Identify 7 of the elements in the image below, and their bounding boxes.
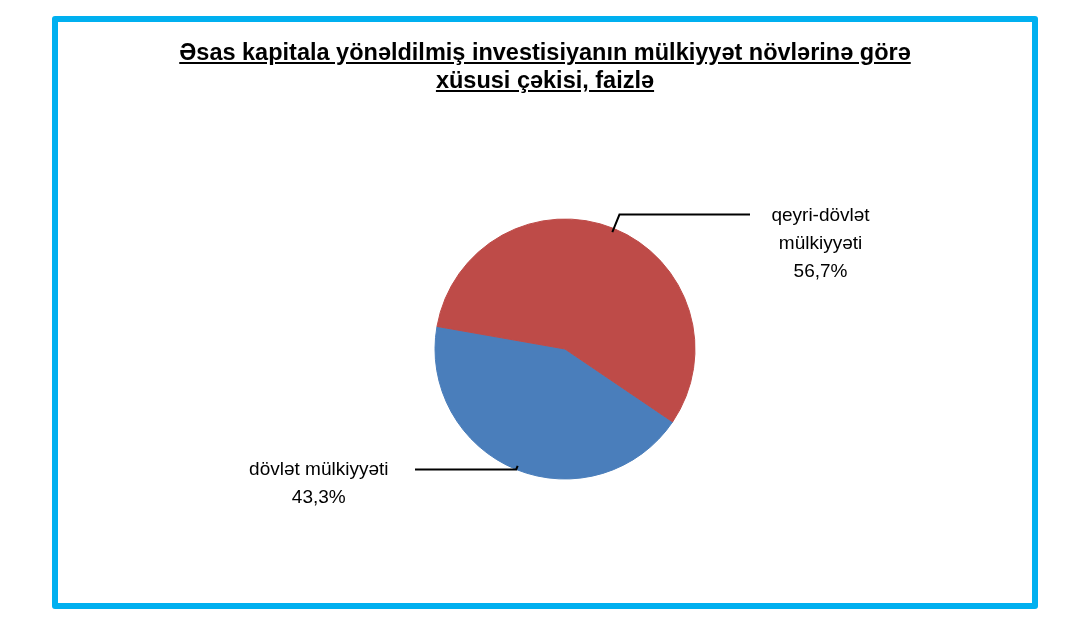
pie-slice — [436, 218, 696, 423]
slice-label: dövlət mülkiyyəti — [249, 458, 389, 480]
data-label: 43,3% — [291, 486, 346, 508]
chart-title: Əsas kapitala yönəldilmiş investisiyanın mülkiyyət növlərinə görə xüsusi çəkisi, faizlə — [178, 38, 912, 94]
data-label: 56,7% — [793, 259, 848, 281]
slice-label: qeyri-dövlət mülkiyyəti — [771, 203, 871, 253]
pie-slice — [434, 325, 674, 480]
